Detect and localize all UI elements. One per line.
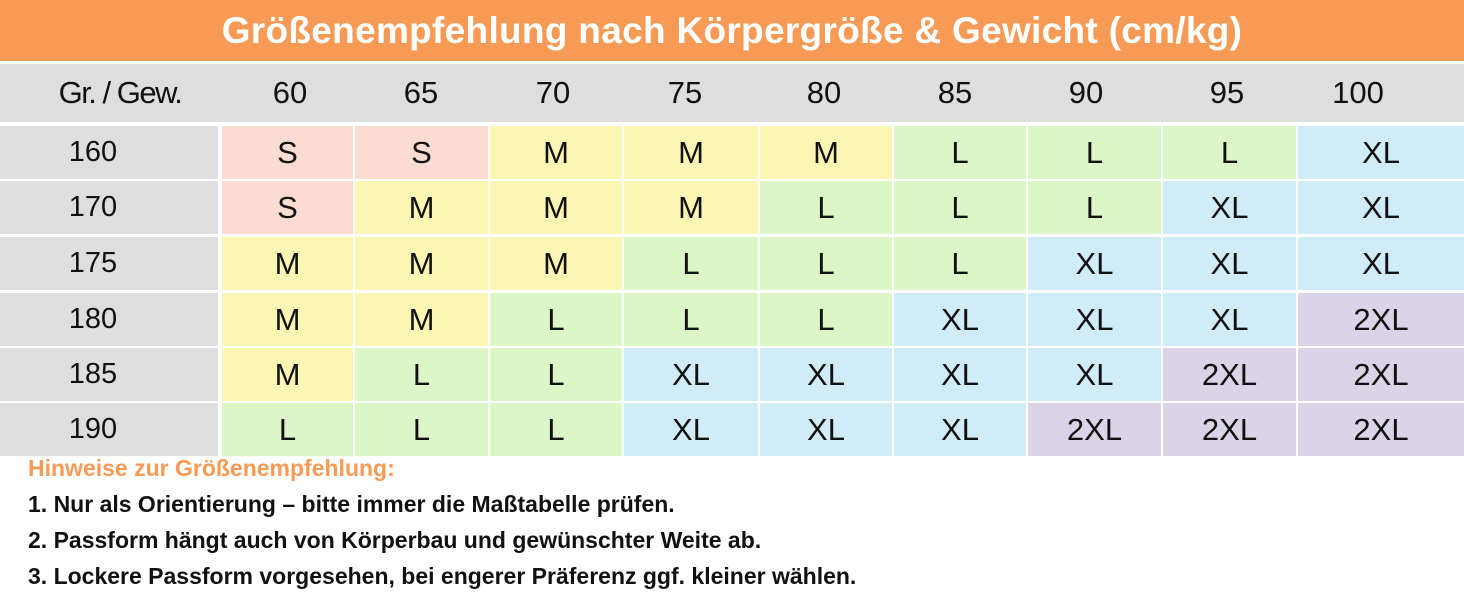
size-cell: XL bbox=[760, 348, 892, 401]
size-cell: L bbox=[1163, 126, 1296, 179]
weight-header: 70 bbox=[535, 75, 571, 110]
weight-header: 95 bbox=[1209, 75, 1245, 110]
size-cell: S bbox=[355, 126, 488, 179]
size-cell: XL bbox=[1028, 293, 1161, 346]
weight-header: 100 bbox=[1332, 75, 1384, 110]
size-cell: 2XL bbox=[1298, 348, 1464, 401]
height-value: 175 bbox=[68, 247, 118, 279]
size-cell: L bbox=[355, 348, 488, 401]
size-cell: M bbox=[222, 237, 353, 290]
height-value: 160 bbox=[68, 136, 118, 168]
size-cell: L bbox=[1028, 126, 1161, 179]
size-cell: 2XL bbox=[1298, 293, 1464, 346]
height-label: 170 bbox=[0, 181, 218, 234]
size-cell: S bbox=[222, 126, 353, 179]
size-cell: M bbox=[222, 348, 353, 401]
size-cell: L bbox=[624, 293, 758, 346]
size-cell: L bbox=[222, 403, 353, 456]
height-label: 160 bbox=[0, 126, 218, 179]
size-cell: XL bbox=[624, 348, 758, 401]
table-header-row: Gr. / Gew. 60 65 70 75 80 85 90 95 100 bbox=[0, 64, 1464, 122]
size-cell: XL bbox=[894, 348, 1026, 401]
size-cell: L bbox=[355, 403, 488, 456]
size-cell: XL bbox=[894, 403, 1026, 456]
note-item: 2. Passform hängt auch von Körperbau und… bbox=[28, 527, 762, 553]
weight-header: 65 bbox=[403, 75, 439, 110]
size-cell: XL bbox=[1028, 237, 1161, 290]
size-cell: L bbox=[760, 237, 892, 290]
size-cell: L bbox=[894, 181, 1026, 234]
size-cell: L bbox=[624, 237, 758, 290]
size-cell: XL bbox=[1298, 237, 1464, 290]
height-label: 180 bbox=[0, 293, 218, 346]
size-cell: XL bbox=[894, 293, 1026, 346]
size-cell: L bbox=[490, 403, 622, 456]
size-cell: XL bbox=[760, 403, 892, 456]
size-cell: M bbox=[222, 293, 353, 346]
size-cell: XL bbox=[1163, 293, 1296, 346]
height-label: 190 bbox=[0, 403, 218, 456]
size-cell: M bbox=[760, 126, 892, 179]
height-value: 180 bbox=[68, 303, 118, 335]
size-cell: M bbox=[490, 181, 622, 234]
note-item: 1. Nur als Orientierung – bitte immer di… bbox=[28, 491, 675, 517]
notes-heading: Hinweise zur Größenempfehlung: bbox=[28, 455, 395, 481]
size-cell: S bbox=[222, 181, 353, 234]
size-cell: M bbox=[490, 126, 622, 179]
weight-header: 60 bbox=[272, 75, 308, 110]
size-cell: XL bbox=[624, 403, 758, 456]
size-cell: L bbox=[760, 181, 892, 234]
size-cell: XL bbox=[1298, 181, 1464, 234]
height-label: 175 bbox=[0, 237, 218, 290]
size-cell: M bbox=[355, 181, 488, 234]
weight-header: 75 bbox=[667, 75, 703, 110]
height-label: 185 bbox=[0, 348, 218, 401]
size-cell: M bbox=[355, 293, 488, 346]
size-cell: L bbox=[760, 293, 892, 346]
note-item: 3. Lockere Passform vorgesehen, bei enge… bbox=[28, 563, 857, 589]
size-cell: M bbox=[355, 237, 488, 290]
size-cell: XL bbox=[1298, 126, 1464, 179]
size-cell: L bbox=[490, 293, 622, 346]
size-cell: M bbox=[624, 126, 758, 179]
size-cell: M bbox=[624, 181, 758, 234]
weight-header: 90 bbox=[1068, 75, 1104, 110]
page-title: Größenempfehlung nach Körpergröße & Gewi… bbox=[0, 0, 1464, 61]
height-value: 190 bbox=[68, 413, 118, 445]
weight-header: 85 bbox=[937, 75, 973, 110]
size-cell: L bbox=[894, 237, 1026, 290]
size-cell: L bbox=[894, 126, 1026, 179]
size-cell: L bbox=[1028, 181, 1161, 234]
size-cell: 2XL bbox=[1298, 403, 1464, 456]
size-cell: XL bbox=[1163, 181, 1296, 234]
size-cell: 2XL bbox=[1163, 348, 1296, 401]
height-value: 170 bbox=[68, 191, 118, 223]
height-value: 185 bbox=[68, 358, 118, 390]
size-cell: 2XL bbox=[1028, 403, 1161, 456]
size-cell: 2XL bbox=[1163, 403, 1296, 456]
size-cell: XL bbox=[1163, 237, 1296, 290]
size-cell: L bbox=[490, 348, 622, 401]
size-cell: XL bbox=[1028, 348, 1161, 401]
weight-header: 80 bbox=[806, 75, 842, 110]
size-cell: M bbox=[490, 237, 622, 290]
corner-label: Gr. / Gew. bbox=[58, 75, 183, 110]
